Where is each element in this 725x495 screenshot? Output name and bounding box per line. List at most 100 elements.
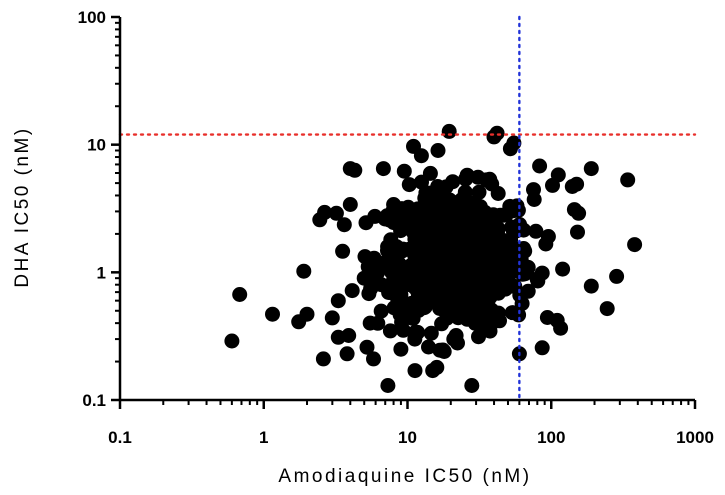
scatter-point (341, 328, 357, 343)
scatter-point (506, 135, 522, 151)
scatter-point (392, 307, 408, 323)
y-tick-label: 0.1 (82, 391, 106, 410)
scatter-point (356, 270, 372, 286)
scatter-point (265, 306, 280, 322)
axes (111, 15, 697, 409)
scatter-point (339, 346, 355, 362)
scatter-point (382, 248, 397, 264)
scatter-point (342, 197, 358, 212)
scatter-point (410, 293, 426, 309)
scatter-point (490, 264, 505, 279)
scatter-point (534, 340, 550, 356)
scatter-point (315, 351, 331, 367)
scatter-point (555, 261, 571, 277)
scatter-point (384, 261, 400, 277)
scatter-point (448, 217, 464, 233)
scatter-point (421, 241, 437, 257)
scatter-point (362, 315, 378, 331)
scatter-point (508, 263, 524, 279)
scatter-point (528, 223, 544, 239)
scatter-point (436, 285, 452, 301)
scatter-point (381, 285, 397, 300)
scatter-point (385, 273, 401, 288)
scatter-point (414, 174, 429, 190)
x-tick-label: 0.1 (108, 428, 132, 447)
scatter-point (382, 323, 398, 339)
scatter-point (317, 204, 333, 220)
scatter-point (463, 312, 479, 328)
scatter-point (583, 278, 599, 294)
scatter-point (324, 310, 340, 326)
scatter-point (366, 351, 381, 367)
scatter-point (386, 215, 402, 231)
scatter-point (366, 250, 382, 266)
scatter-point (478, 303, 494, 319)
scatter-point (504, 243, 520, 259)
scatter-point (415, 279, 431, 295)
scatter-point (549, 312, 565, 328)
scatter-point (452, 251, 468, 267)
scatter-point (583, 161, 599, 177)
scatter-point (532, 158, 548, 174)
y-tick-label: 100 (78, 8, 106, 27)
scatter-point (396, 163, 412, 179)
scatter-point (446, 331, 462, 347)
scatter-point (499, 206, 515, 222)
scatter-points (224, 123, 643, 393)
scatter-point (460, 223, 476, 239)
scatter-point (330, 293, 346, 309)
scatter-point (437, 303, 453, 319)
scatter-point (454, 195, 470, 211)
scatter-point (627, 237, 643, 253)
scatter-point (423, 325, 439, 341)
scatter-point (408, 229, 424, 245)
scatter-point (478, 271, 494, 287)
scatter-point (570, 224, 585, 240)
scatter-point (410, 324, 426, 340)
scatter-point (470, 169, 486, 185)
scatter-point (609, 268, 625, 284)
scatter-point (571, 205, 587, 221)
x-tick-label: 1 (259, 428, 268, 447)
x-tick-label: 100 (537, 428, 565, 447)
scatter-point (491, 305, 506, 321)
point-cloud (312, 143, 585, 379)
scatter-point (375, 161, 391, 177)
scatter-point (373, 303, 389, 319)
scatter-point (401, 177, 417, 193)
scatter-point (408, 247, 424, 263)
scatter-point (504, 278, 520, 294)
x-axis-title: Amodiaquine IC50 (nM) (278, 466, 531, 487)
scatter-point (490, 186, 506, 201)
x-tick-label: 1000 (676, 428, 714, 447)
scatter-point (520, 283, 536, 299)
scatter-point (466, 271, 482, 287)
scatter-point (429, 359, 445, 375)
scatter-point (395, 322, 411, 338)
y-tick-label: 1 (97, 263, 106, 282)
scatter-point (395, 241, 411, 257)
scatter-point (504, 305, 520, 321)
scatter-point (393, 341, 409, 357)
scatter-point (404, 266, 420, 282)
scatter-point (335, 243, 351, 259)
scatter-point (463, 206, 479, 221)
scatter-point (510, 222, 526, 238)
scatter-point (361, 286, 377, 302)
scatter-point (413, 148, 429, 164)
scatter-point (538, 236, 554, 252)
scatter-point (513, 252, 529, 268)
scatter-point (299, 306, 315, 322)
scatter-point (359, 339, 375, 355)
tick-labels: 0.1 1 10 100 1000 0.1 1 10 100 (78, 8, 714, 447)
scatter-point (407, 363, 423, 379)
scatter-point (336, 217, 352, 233)
scatter-point (620, 172, 636, 188)
reference-lines (118, 15, 697, 402)
scatter-point (232, 287, 248, 302)
scatter-point (347, 162, 363, 178)
scatter-point (471, 259, 487, 275)
scatter-point (344, 283, 360, 299)
scatter-point (430, 179, 446, 194)
